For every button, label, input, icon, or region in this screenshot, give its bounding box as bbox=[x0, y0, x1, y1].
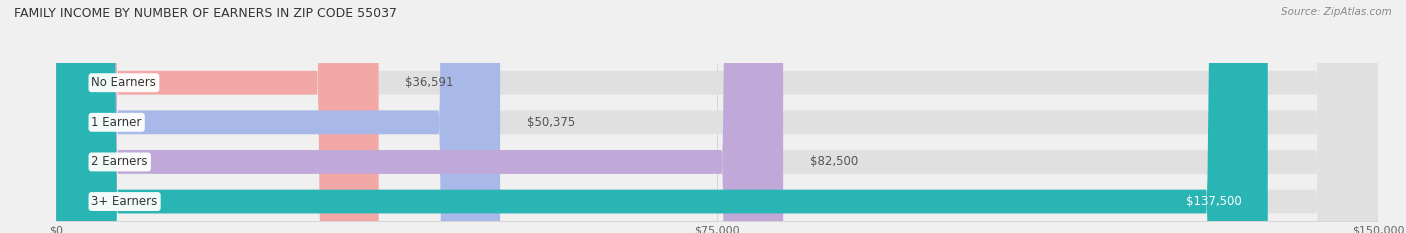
Text: $36,591: $36,591 bbox=[405, 76, 454, 89]
Text: $82,500: $82,500 bbox=[810, 155, 858, 168]
Text: 1 Earner: 1 Earner bbox=[91, 116, 142, 129]
FancyBboxPatch shape bbox=[56, 0, 1378, 233]
FancyBboxPatch shape bbox=[56, 0, 1378, 233]
FancyBboxPatch shape bbox=[56, 0, 501, 233]
FancyBboxPatch shape bbox=[56, 0, 1268, 233]
Text: Source: ZipAtlas.com: Source: ZipAtlas.com bbox=[1281, 7, 1392, 17]
Text: 2 Earners: 2 Earners bbox=[91, 155, 148, 168]
Text: FAMILY INCOME BY NUMBER OF EARNERS IN ZIP CODE 55037: FAMILY INCOME BY NUMBER OF EARNERS IN ZI… bbox=[14, 7, 396, 20]
FancyBboxPatch shape bbox=[56, 0, 783, 233]
FancyBboxPatch shape bbox=[56, 0, 1378, 233]
Text: $50,375: $50,375 bbox=[526, 116, 575, 129]
Text: 3+ Earners: 3+ Earners bbox=[91, 195, 157, 208]
Text: No Earners: No Earners bbox=[91, 76, 156, 89]
FancyBboxPatch shape bbox=[56, 0, 1378, 233]
Text: $137,500: $137,500 bbox=[1185, 195, 1241, 208]
FancyBboxPatch shape bbox=[56, 0, 378, 233]
